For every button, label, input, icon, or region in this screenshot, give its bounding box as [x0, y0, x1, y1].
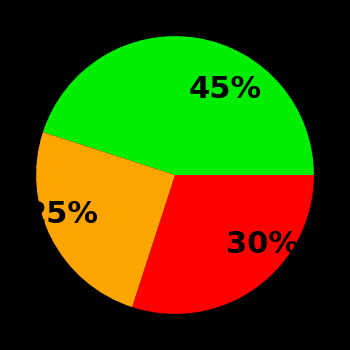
- Text: 45%: 45%: [188, 76, 261, 104]
- Wedge shape: [132, 175, 314, 314]
- Wedge shape: [43, 36, 314, 175]
- Text: 25%: 25%: [25, 199, 98, 229]
- Wedge shape: [36, 132, 175, 307]
- Text: 30%: 30%: [226, 230, 299, 259]
